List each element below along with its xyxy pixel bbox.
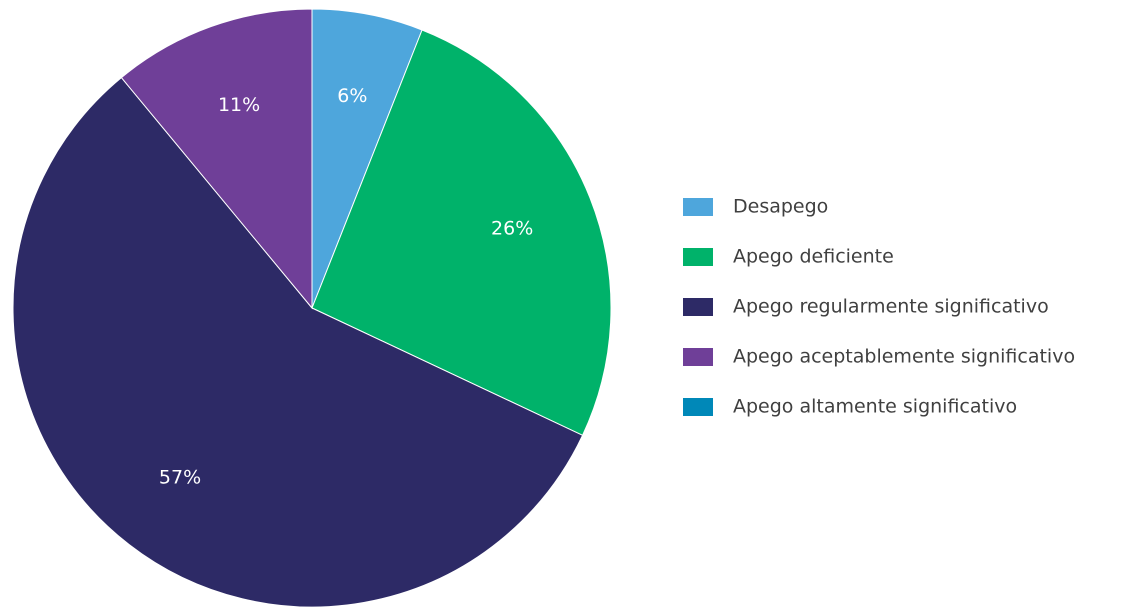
pie-slice <box>120 8 313 310</box>
slice-label: 11% <box>218 94 260 116</box>
legend-label: Apego aceptablemente significativo <box>733 346 1075 368</box>
legend-label: Apego deficiente <box>733 246 894 268</box>
slice-label: 26% <box>491 217 533 239</box>
legend-label: Desapego <box>733 196 828 218</box>
legend-swatch <box>683 198 713 216</box>
pie-slice <box>311 29 612 436</box>
legend-swatch <box>683 298 713 316</box>
legend-swatch <box>683 248 713 266</box>
legend-label: Apego regularmente significativo <box>733 296 1049 318</box>
legend-swatch <box>683 348 713 366</box>
legend-label: Apego altamente significativo <box>733 396 1017 418</box>
legend-swatch <box>683 398 713 416</box>
slice-label: 6% <box>337 85 367 107</box>
pie-slice <box>12 76 584 607</box>
slice-label: 57% <box>159 467 201 489</box>
